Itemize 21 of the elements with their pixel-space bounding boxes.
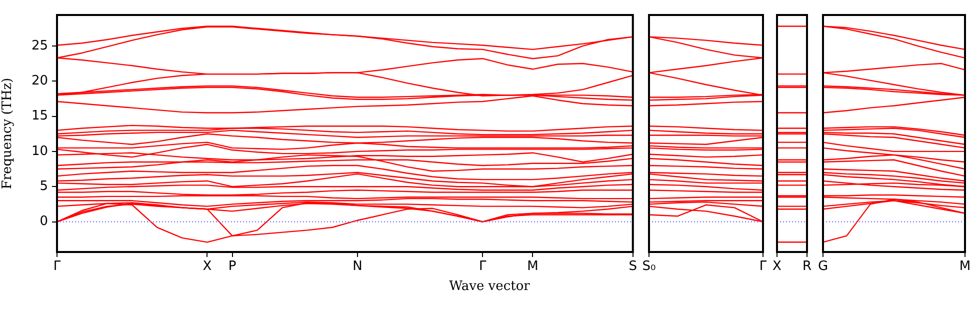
y-tick-label: 20 <box>31 73 48 88</box>
x-tick-label: Γ <box>53 259 62 274</box>
y-axis-title: Frequency (THz) <box>0 78 16 190</box>
x-tick-label: G <box>818 259 828 274</box>
x-tick-label: N <box>352 259 362 274</box>
x-axis-title: Wave vector <box>448 279 531 294</box>
x-tick-label: Γ <box>479 259 488 274</box>
x-tick-label: R <box>802 259 812 274</box>
x-tick-label: S <box>628 259 638 274</box>
x-tick-label: P <box>228 259 236 274</box>
y-tick-label: 0 <box>40 214 48 230</box>
x-tick-label: X <box>772 259 782 274</box>
x-tick-label: M <box>959 259 971 274</box>
x-tick-label: S₀ <box>642 259 656 274</box>
y-tick-label: 5 <box>40 178 48 194</box>
x-tick-label: M <box>527 259 538 274</box>
y-tick-label: 25 <box>31 38 48 54</box>
x-tick-label: X <box>202 259 212 274</box>
y-tick-label: 15 <box>31 108 48 124</box>
y-tick-label: 10 <box>31 144 48 159</box>
x-tick-label: Γ <box>759 259 768 274</box>
